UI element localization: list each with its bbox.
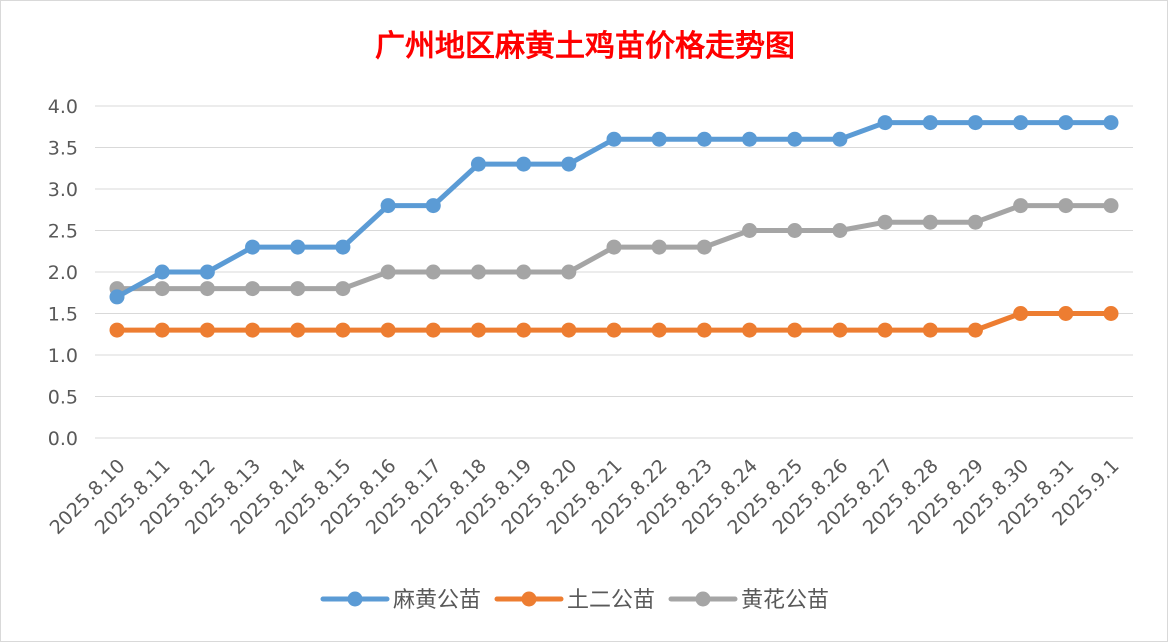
data-point — [967, 214, 983, 230]
series-3 — [109, 198, 1119, 297]
data-point — [245, 281, 261, 297]
data-point — [199, 264, 215, 280]
data-point — [245, 322, 261, 338]
y-tick-label: 0.5 — [48, 387, 78, 409]
data-point — [606, 322, 622, 338]
x-axis-ticks: 2025.8.102025.8.112025.8.122025.8.132025… — [46, 455, 1124, 539]
series-1 — [109, 115, 1119, 305]
y-tick-label: 1.5 — [48, 304, 78, 326]
data-point — [335, 239, 351, 255]
data-point — [696, 131, 712, 147]
data-point — [696, 239, 712, 255]
data-point — [742, 131, 758, 147]
data-point — [154, 264, 170, 280]
data-point — [290, 322, 306, 338]
data-point — [425, 264, 441, 280]
data-point — [561, 322, 577, 338]
data-point — [1103, 115, 1119, 131]
data-point — [561, 156, 577, 172]
legend-marker — [347, 591, 363, 607]
legend-marker — [695, 591, 711, 607]
chart-title: 广州地区麻黄土鸡苗价格走势图 — [375, 29, 795, 64]
legend-marker — [521, 591, 537, 607]
series-2 — [109, 306, 1119, 338]
data-point — [199, 322, 215, 338]
data-point — [516, 322, 532, 338]
gridlines — [95, 105, 1133, 439]
legend-label: 黄花公苗 — [741, 588, 829, 613]
data-point — [516, 156, 532, 172]
data-point — [335, 322, 351, 338]
data-point — [380, 264, 396, 280]
data-point — [1103, 306, 1119, 321]
data-point — [832, 223, 848, 238]
data-point — [651, 239, 667, 255]
data-point — [877, 115, 893, 131]
data-point — [967, 322, 983, 338]
data-point — [470, 264, 486, 280]
data-point — [380, 198, 396, 214]
data-point — [470, 156, 486, 172]
legend: 麻黄公苗 土二公苗 黄花公苗 — [320, 588, 829, 613]
data-point — [922, 115, 938, 131]
data-point — [832, 131, 848, 147]
data-point — [787, 223, 803, 238]
data-point — [1058, 115, 1074, 131]
data-point — [742, 322, 758, 338]
y-axis-ticks: 0.0 0.5 1.0 1.5 2.0 2.5 3.0 3.5 4.0 — [48, 96, 78, 450]
legend-label: 麻黄公苗 — [393, 588, 481, 613]
legend-item: 麻黄公苗 — [320, 588, 481, 613]
data-point — [380, 322, 396, 338]
data-point — [561, 264, 577, 280]
data-point — [1103, 198, 1119, 214]
data-point — [470, 322, 486, 338]
data-point — [742, 223, 758, 238]
data-point — [922, 214, 938, 230]
y-tick-label: 2.5 — [48, 221, 78, 243]
y-tick-label: 1.0 — [48, 345, 78, 367]
data-point — [109, 289, 125, 305]
data-point — [606, 131, 622, 147]
legend-item: 土二公苗 — [494, 588, 655, 613]
data-point — [1013, 115, 1029, 131]
data-point — [877, 214, 893, 230]
y-tick-label: 2.0 — [48, 262, 78, 284]
data-point — [245, 239, 261, 255]
data-point — [154, 322, 170, 338]
y-tick-label: 3.5 — [48, 138, 78, 160]
data-point — [922, 322, 938, 338]
y-tick-label: 4.0 — [48, 96, 78, 118]
data-point — [967, 115, 983, 131]
y-tick-label: 3.0 — [48, 179, 78, 201]
data-point — [606, 239, 622, 255]
data-point — [290, 239, 306, 255]
data-point — [1013, 306, 1029, 321]
legend-label: 土二公苗 — [567, 588, 655, 613]
series-line — [114, 120, 1114, 300]
data-point — [832, 322, 848, 338]
data-point — [651, 322, 667, 338]
data-point — [877, 322, 893, 338]
data-point — [425, 198, 441, 214]
data-point — [787, 131, 803, 147]
data-point — [787, 322, 803, 338]
y-tick-label: 0.0 — [48, 428, 78, 450]
data-point — [696, 322, 712, 338]
data-point — [1058, 198, 1074, 214]
data-point — [290, 281, 306, 297]
data-point — [109, 322, 125, 338]
data-point — [199, 281, 215, 297]
legend-item: 黄花公苗 — [668, 588, 829, 613]
data-point — [651, 131, 667, 147]
data-point — [335, 281, 351, 297]
series-group — [109, 115, 1119, 338]
data-point — [1013, 198, 1029, 214]
data-point — [1058, 306, 1074, 321]
data-point — [516, 264, 532, 280]
data-point — [425, 322, 441, 338]
data-point — [154, 281, 170, 297]
